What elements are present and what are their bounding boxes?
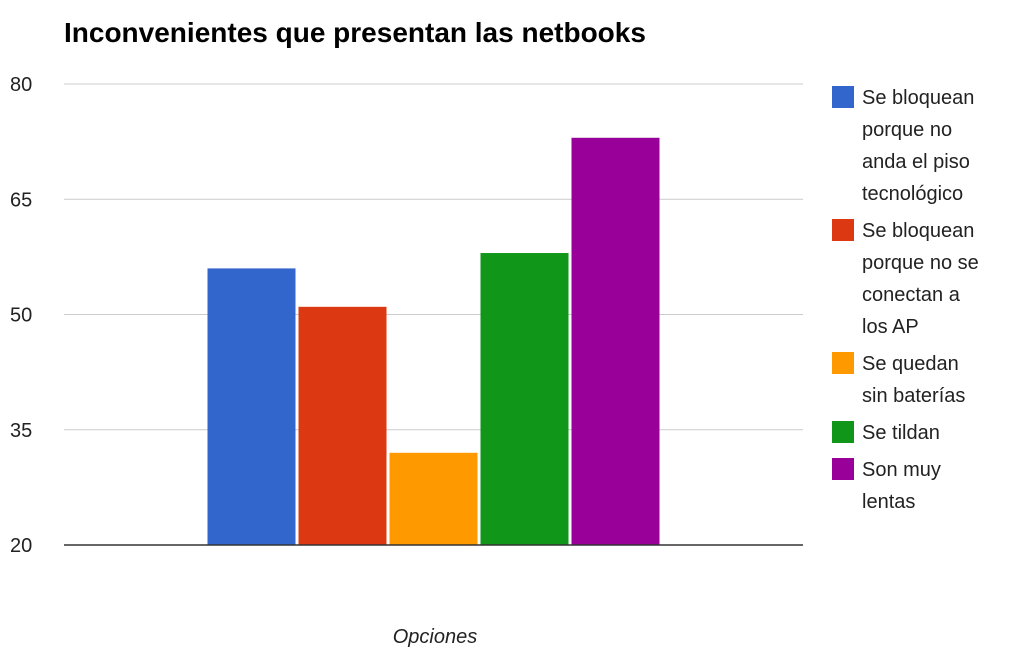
legend-label-line: anda el piso — [862, 151, 970, 173]
bar — [389, 452, 478, 545]
bar — [298, 306, 387, 545]
legend-label-line: Son muy — [862, 459, 941, 481]
bars — [207, 137, 660, 546]
y-tick-label: 80 — [10, 74, 32, 96]
y-axis-ticks: 20 35 50 65 80 — [10, 74, 32, 557]
legend-label-line: lentas — [862, 491, 915, 513]
x-axis-label: Opciones — [393, 626, 478, 648]
legend-label-line: sin baterías — [862, 385, 965, 407]
y-tick-label: 20 — [10, 535, 32, 557]
legend-label-line: los AP — [862, 316, 919, 338]
legend-swatch — [832, 86, 854, 108]
legend-label-line: tecnológico — [862, 183, 963, 205]
legend-label-line: Se bloquean — [862, 87, 974, 109]
legend-label-line: Se bloquean — [862, 220, 974, 242]
legend-label-line: Se quedan — [862, 353, 959, 375]
legend-swatch — [832, 352, 854, 374]
legend-swatch — [832, 219, 854, 241]
legend-label-line: porque no se — [862, 252, 979, 274]
bar — [207, 268, 296, 545]
chart-title: Inconvenientes que presentan las netbook… — [64, 17, 646, 48]
legend-label-line: porque no — [862, 119, 952, 141]
legend-swatch — [832, 421, 854, 443]
y-tick-label: 35 — [10, 420, 32, 442]
legend: Se bloquean porque no anda el piso tecnológ… — [832, 86, 979, 513]
gridlines — [64, 83, 803, 431]
y-tick-label: 50 — [10, 305, 32, 327]
legend-label-line: Se tildan — [862, 422, 940, 444]
legend-swatch — [832, 458, 854, 480]
bar — [571, 137, 660, 546]
legend-label-line: conectan a — [862, 284, 961, 306]
bar — [480, 253, 569, 546]
y-tick-label: 65 — [10, 189, 32, 211]
